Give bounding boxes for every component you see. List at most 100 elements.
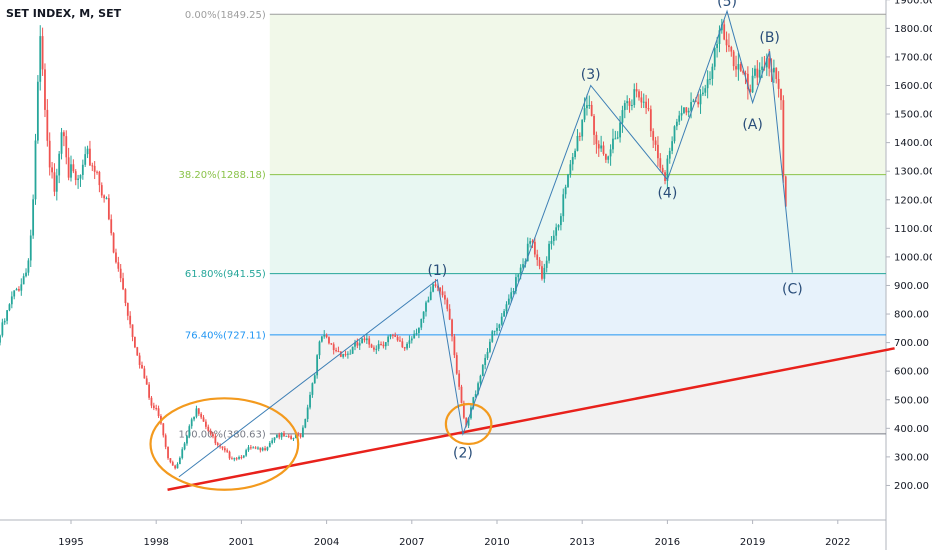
candle-body: [529, 241, 532, 244]
wave-label: (2): [453, 446, 473, 462]
fib-label: 38.20%(1288.18): [179, 170, 266, 181]
candle-body: [732, 51, 735, 67]
candle-body: [649, 109, 652, 132]
wave-label: (5): [717, 0, 737, 10]
candle-body: [330, 343, 333, 345]
candle-body: [500, 316, 503, 325]
candle-body: [178, 457, 181, 465]
candle-body: [425, 302, 427, 312]
candle-body: [3, 320, 6, 323]
candle-body: [768, 58, 771, 69]
fib-band: [269, 334, 886, 434]
candle-body: [448, 308, 451, 320]
candle-body: [325, 334, 328, 338]
candle-body: [446, 299, 449, 309]
candle-body: [675, 121, 678, 127]
candle-body: [138, 355, 141, 365]
candle-body: [105, 198, 108, 200]
candle-body: [332, 344, 335, 351]
candle-body: [202, 417, 205, 422]
candle-body: [441, 291, 444, 296]
candle-body: [247, 447, 250, 451]
candle-body: [351, 346, 354, 354]
candle-body: [193, 416, 195, 420]
candle-body: [484, 357, 487, 365]
candle-body: [420, 318, 423, 328]
candle-body: [718, 30, 721, 44]
candle-body: [190, 419, 193, 427]
candle-body: [148, 384, 150, 398]
candle-body: [157, 408, 160, 417]
candle-body: [370, 344, 373, 348]
candle-body: [152, 405, 155, 409]
candle-body: [34, 140, 37, 200]
candle-body: [737, 64, 740, 70]
candle-body: [586, 105, 588, 109]
x-tick-label: 2013: [569, 537, 594, 548]
candle-body: [268, 442, 271, 448]
candle-body: [638, 91, 640, 98]
candle-body: [507, 298, 510, 305]
candle-body: [119, 268, 122, 279]
candle-body: [477, 383, 479, 395]
candle-body: [25, 272, 27, 277]
fib-label: 0.00%(1849.25): [185, 10, 266, 21]
candle-body: [600, 145, 603, 149]
candle-body: [503, 311, 505, 317]
candle-body: [406, 343, 408, 349]
candle-body: [697, 101, 700, 105]
candle-body: [141, 364, 143, 369]
candle-body: [436, 285, 439, 288]
y-tick-label: 1500.00: [894, 110, 932, 121]
candle-body: [226, 450, 229, 452]
candle-body: [389, 334, 392, 337]
candle-body: [749, 89, 752, 93]
y-tick-label: 700.00: [894, 338, 929, 349]
candle-body: [48, 140, 51, 168]
candle-body: [311, 383, 314, 395]
candle-body: [562, 194, 565, 217]
candle-body: [640, 97, 643, 103]
candle-body: [342, 354, 345, 357]
x-tick-label: 2022: [825, 537, 850, 548]
candle-body: [235, 458, 238, 460]
candle-body: [70, 164, 72, 178]
candle-body: [678, 115, 681, 122]
candle-body: [252, 447, 255, 449]
candle-body: [685, 107, 688, 113]
candle-body: [626, 101, 629, 104]
candle-body: [455, 355, 458, 374]
candle-body: [382, 344, 385, 347]
candle-body: [557, 225, 560, 228]
candle-body: [711, 66, 714, 79]
candle-body: [555, 227, 558, 236]
candle-body: [739, 64, 742, 71]
candle-body: [616, 137, 619, 139]
candle-body: [517, 274, 520, 278]
candle-body: [581, 119, 584, 137]
candle-body: [709, 78, 711, 80]
wave-label: (4): [657, 186, 677, 202]
candle-body: [730, 47, 733, 52]
x-tick-label: 2019: [740, 537, 765, 548]
candle-body: [316, 355, 319, 376]
candle-body: [614, 138, 617, 140]
candle-body: [134, 336, 136, 348]
candle-body: [403, 347, 406, 349]
candle-body: [354, 342, 356, 347]
candle-body: [67, 157, 70, 178]
candle-body: [60, 132, 63, 154]
candle-body: [429, 291, 432, 300]
candle-body: [543, 267, 546, 279]
candle-body: [356, 342, 359, 346]
candle-body: [761, 66, 763, 71]
candle-body: [427, 299, 430, 303]
candle-body: [124, 289, 127, 304]
candle-body: [391, 334, 394, 336]
fib-label: 76.40%(727.11): [185, 330, 266, 341]
candle-body: [654, 140, 657, 145]
candle-body: [775, 67, 778, 79]
candle-body: [687, 110, 690, 113]
candle-body: [401, 341, 404, 348]
